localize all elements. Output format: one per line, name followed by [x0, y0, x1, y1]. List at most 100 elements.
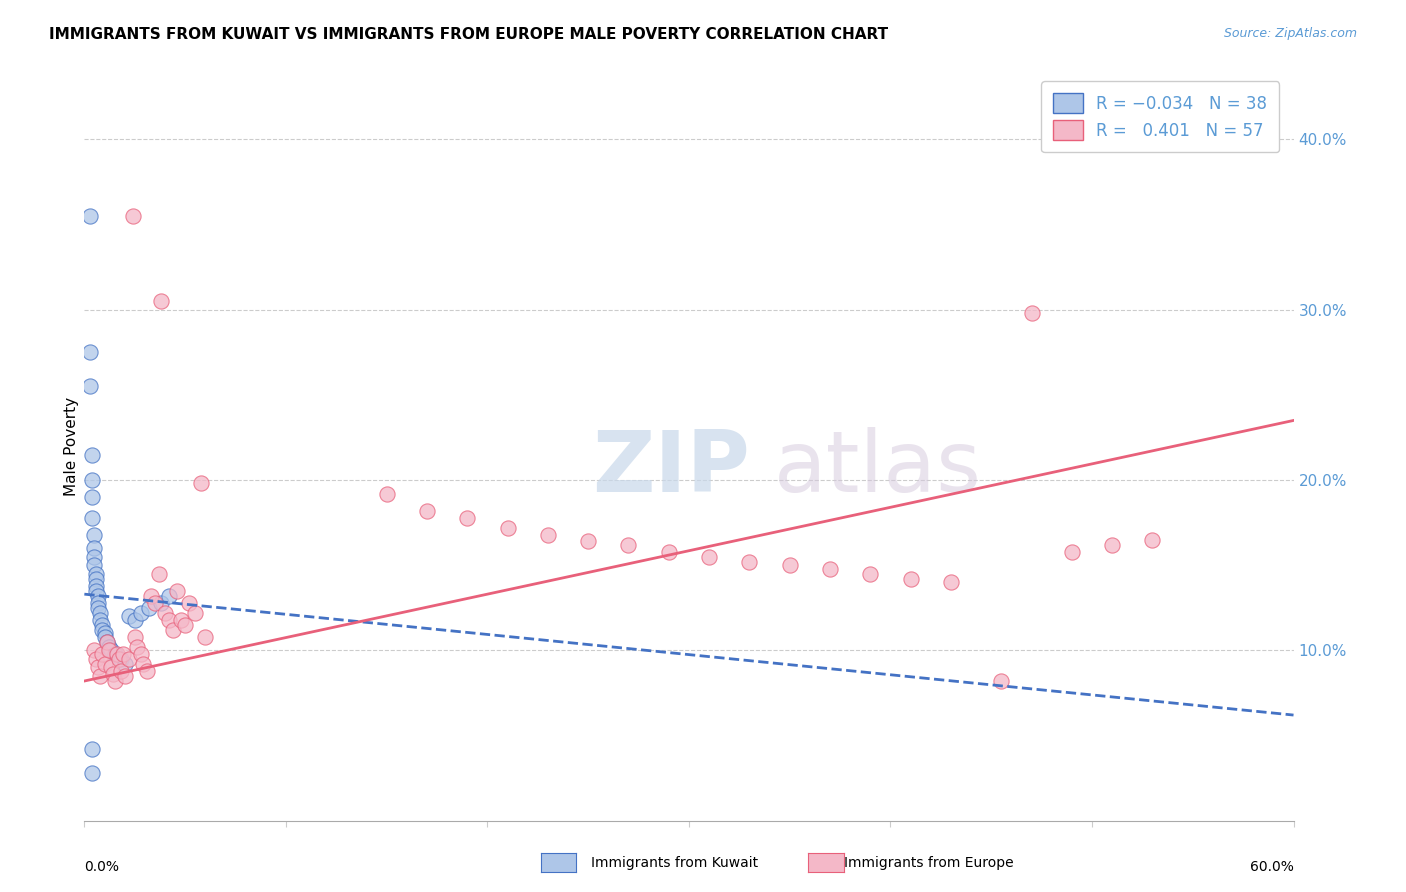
Point: [576, 534, 599, 549]
Point: [135, 664, 157, 678]
Point: [87, 660, 110, 674]
Point: [83, 527, 105, 541]
Point: [166, 583, 188, 598]
Point: [184, 606, 207, 620]
Point: [697, 549, 720, 564]
Point: [1060, 544, 1083, 558]
Point: [89, 606, 111, 620]
Point: [114, 657, 136, 671]
Point: [859, 566, 882, 581]
Point: [110, 664, 132, 678]
Point: [416, 504, 439, 518]
Text: 0.0%: 0.0%: [84, 860, 120, 873]
Point: [105, 647, 128, 661]
Point: [118, 609, 141, 624]
Point: [124, 613, 146, 627]
Point: [121, 209, 143, 223]
Legend: R = −0.034   N = 38, R =   0.401   N = 57: R = −0.034 N = 38, R = 0.401 N = 57: [1042, 81, 1279, 152]
Point: [87, 596, 110, 610]
Point: [79, 209, 101, 223]
Point: [104, 647, 127, 661]
Point: [149, 596, 172, 610]
Point: [79, 379, 101, 393]
Point: [83, 558, 105, 573]
Point: [82, 510, 104, 524]
Point: [86, 579, 108, 593]
Point: [738, 555, 761, 569]
Point: [89, 613, 111, 627]
Point: [87, 589, 110, 603]
Point: [174, 617, 197, 632]
Point: [194, 630, 217, 644]
Point: [82, 473, 104, 487]
Text: ZIP: ZIP: [592, 427, 749, 510]
Point: [132, 657, 155, 671]
Text: IMMIGRANTS FROM KUWAIT VS IMMIGRANTS FROM EUROPE MALE POVERTY CORRELATION CHART: IMMIGRANTS FROM KUWAIT VS IMMIGRANTS FRO…: [49, 27, 889, 42]
Point: [86, 572, 108, 586]
Point: [82, 448, 104, 462]
Point: [82, 766, 104, 780]
Text: Immigrants from Europe: Immigrants from Europe: [844, 855, 1014, 870]
Point: [375, 486, 398, 500]
Point: [149, 294, 172, 309]
Point: [86, 566, 108, 581]
Point: [97, 640, 120, 654]
Point: [125, 640, 148, 654]
Point: [658, 544, 681, 558]
Point: [153, 606, 176, 620]
Point: [779, 558, 801, 573]
Point: [107, 652, 129, 666]
Point: [124, 630, 146, 644]
Point: [118, 652, 141, 666]
Point: [190, 476, 212, 491]
Text: Immigrants from Kuwait: Immigrants from Kuwait: [591, 855, 758, 870]
Point: [1101, 538, 1123, 552]
Point: [990, 673, 1012, 688]
Point: [139, 589, 162, 603]
Text: atlas: atlas: [773, 427, 981, 510]
Point: [83, 549, 105, 564]
Point: [456, 510, 478, 524]
Point: [104, 673, 127, 688]
Point: [101, 667, 124, 681]
Point: [87, 600, 110, 615]
Text: 60.0%: 60.0%: [1250, 860, 1294, 873]
Point: [157, 613, 180, 627]
Point: [148, 566, 170, 581]
Point: [1142, 533, 1164, 547]
Point: [93, 626, 115, 640]
Point: [110, 652, 132, 666]
Point: [138, 600, 160, 615]
Point: [96, 635, 118, 649]
Point: [79, 345, 101, 359]
Point: [818, 561, 841, 575]
Point: [1021, 306, 1043, 320]
Point: [900, 572, 922, 586]
Point: [93, 630, 115, 644]
Point: [143, 596, 166, 610]
Point: [170, 613, 193, 627]
Point: [91, 647, 114, 661]
Text: Source: ZipAtlas.com: Source: ZipAtlas.com: [1223, 27, 1357, 40]
Point: [129, 647, 152, 661]
Point: [91, 617, 114, 632]
Point: [496, 521, 519, 535]
Point: [129, 606, 152, 620]
Point: [111, 647, 134, 661]
Point: [179, 596, 201, 610]
Point: [114, 669, 136, 683]
Point: [89, 669, 111, 683]
Point: [82, 742, 104, 756]
Point: [939, 575, 962, 590]
Point: [93, 657, 115, 671]
Point: [91, 623, 114, 637]
Point: [86, 652, 108, 666]
Point: [82, 490, 104, 504]
Point: [97, 643, 120, 657]
Point: [83, 541, 105, 556]
Point: [86, 583, 108, 598]
Point: [617, 538, 640, 552]
Point: [83, 643, 105, 657]
Point: [157, 589, 180, 603]
Point: [537, 527, 560, 541]
